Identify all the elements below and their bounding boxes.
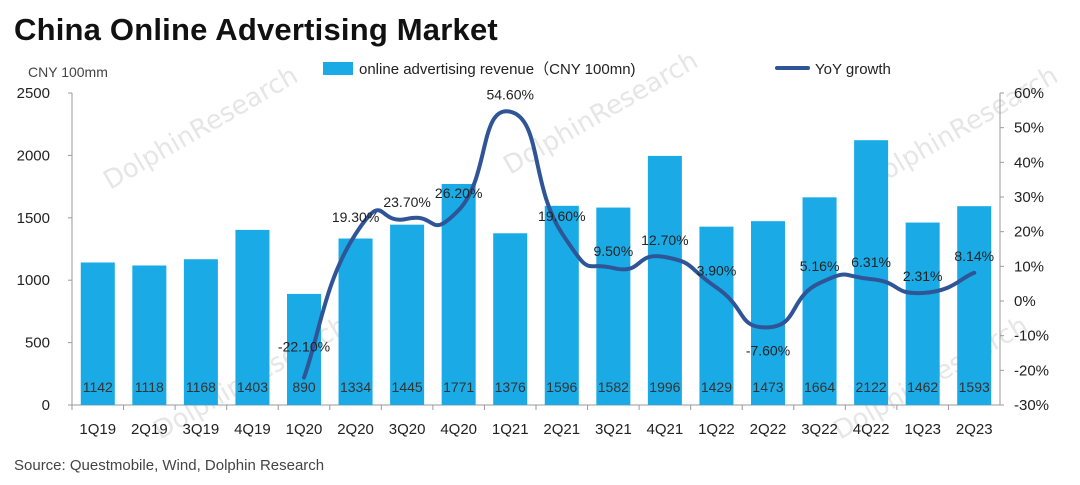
bar: [802, 197, 837, 405]
bar: [493, 233, 528, 405]
x-tick-label: 4Q19: [234, 421, 271, 438]
bar-value-label: 2122: [856, 379, 887, 395]
bar: [957, 206, 992, 405]
right-tick-label: -30%: [1014, 397, 1049, 414]
bar-value-label: 1664: [804, 379, 835, 395]
bar: [905, 222, 940, 405]
legend-label-bar: online advertising revenue（CNY 100mn): [359, 61, 636, 78]
bar: [80, 262, 115, 405]
right-tick-label: 20%: [1014, 224, 1044, 241]
right-tick-label: 40%: [1014, 154, 1044, 171]
left-tick-label: 500: [25, 335, 50, 352]
x-tick-label: 2Q21: [543, 421, 580, 438]
line-value-label: 19.60%: [538, 208, 585, 224]
x-tick-label: 2Q22: [750, 421, 787, 438]
left-tick-label: 1500: [17, 210, 50, 227]
line-value-label: -7.60%: [746, 342, 790, 358]
bar-value-label: 1118: [135, 379, 164, 395]
x-tick-label: 1Q20: [286, 421, 323, 438]
x-tick-label: 2Q19: [131, 421, 168, 438]
bar: [390, 224, 425, 405]
bar: [544, 205, 579, 405]
bar: [441, 183, 476, 405]
right-tick-label: 50%: [1014, 120, 1044, 137]
bar-value-label: 1429: [701, 379, 732, 395]
bar: [699, 226, 734, 405]
axes: 0 500 1000 1500 2000 2500 -30% -20% -10% 0% 10% 20%…: [17, 64, 1049, 438]
left-tick-label: 2000: [17, 147, 50, 164]
bar-value-label: 1996: [649, 379, 680, 395]
bar: [854, 140, 889, 406]
line-value-label: 5.16%: [800, 258, 840, 274]
line-value-label: 8.14%: [954, 248, 994, 264]
x-tick-label: 4Q22: [853, 421, 890, 438]
right-tick-label: 10%: [1014, 258, 1044, 275]
x-tick-label: 1Q22: [698, 421, 735, 438]
bar: [183, 259, 218, 405]
bar-value-label: 1376: [495, 379, 526, 395]
bar: [286, 293, 322, 405]
left-tick-label: 0: [42, 397, 50, 414]
line-value-label: 2.31%: [903, 268, 943, 284]
left-axis-unit: CNY 100mm: [28, 64, 108, 80]
line-value-label: 54.60%: [486, 87, 533, 103]
right-tick-label: 30%: [1014, 189, 1044, 206]
x-tick-label: 3Q22: [801, 421, 838, 438]
bar: [596, 207, 631, 405]
bar-value-label: 1596: [546, 379, 577, 395]
bar-value-label: 1445: [392, 379, 423, 395]
left-tick-label: 2500: [17, 85, 50, 102]
bar-value-label: 1473: [752, 379, 783, 395]
x-tick-label: 2Q20: [337, 421, 374, 438]
bar: [647, 155, 682, 405]
bar: [338, 238, 373, 405]
x-tick-label: 1Q21: [492, 421, 529, 438]
x-tick-label: 2Q23: [956, 421, 993, 438]
legend: online advertising revenue（CNY 100mn) YoY…: [323, 61, 891, 78]
bar-value-label: 1582: [598, 379, 629, 395]
bar-value-label: 1771: [443, 379, 474, 395]
line-value-label: 26.20%: [435, 185, 482, 201]
x-tick-label: 1Q23: [904, 421, 941, 438]
line-value-label: 6.31%: [851, 254, 891, 270]
bar-value-label: 1593: [959, 379, 990, 395]
legend-label-line: YoY growth: [815, 61, 891, 78]
line-value-label: 3.90%: [697, 262, 737, 278]
x-tick-label: 1Q19: [79, 421, 116, 438]
bar: [132, 265, 167, 405]
right-tick-label: 0%: [1014, 293, 1036, 310]
bar-value-label: 1168: [186, 379, 216, 395]
bar-value-label: 1462: [907, 379, 938, 395]
line-value-label: 19.30%: [332, 209, 379, 225]
bar-value-label: 1142: [83, 379, 113, 395]
x-tick-label: 3Q21: [595, 421, 632, 438]
bar-series: [80, 140, 992, 406]
bar-value-label: 1403: [237, 379, 268, 395]
x-tick-label: 3Q20: [389, 421, 426, 438]
right-tick-label: -20%: [1014, 362, 1049, 379]
line-value-label: 12.70%: [641, 232, 688, 248]
source-note: Source: Questmobile, Wind, Dolphin Resea…: [14, 457, 325, 474]
line-series: [302, 109, 977, 380]
line-value-label: -22.10%: [278, 339, 330, 355]
bar-value-label: 1334: [340, 379, 371, 395]
left-tick-label: 1000: [17, 272, 50, 289]
watermark-text: DolphinResearch: [99, 61, 304, 197]
legend-swatch-bar: [323, 62, 353, 75]
x-tick-label: 4Q20: [440, 421, 477, 438]
bar-value-label: 890: [292, 379, 316, 395]
line-value-label: 9.50%: [593, 243, 633, 259]
x-tick-label: 3Q19: [183, 421, 220, 438]
chart-title: China Online Advertising Market: [14, 12, 498, 47]
bar: [750, 221, 786, 405]
x-tick-label: 4Q21: [647, 421, 684, 438]
right-tick-label: 60%: [1014, 85, 1044, 102]
bar: [235, 229, 270, 405]
line-value-label: 23.70%: [383, 194, 430, 210]
right-tick-label: -10%: [1014, 328, 1049, 345]
yoy-growth-line: [302, 109, 977, 380]
data-labels: 1142 1118 1168 1403 890 1334 1445 1771 1376 1596 1…: [83, 87, 994, 395]
